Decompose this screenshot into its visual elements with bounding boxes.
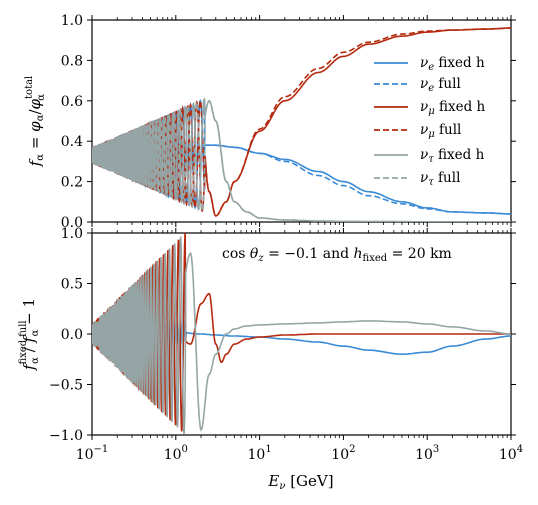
top-plot-frame xyxy=(91,19,512,223)
legend-label-numu-fixed: νμ fixed h xyxy=(420,99,486,117)
legend-label-nue-fixed: νe fixed h xyxy=(420,55,485,73)
series-line-top-5 xyxy=(92,99,511,222)
legend-label-nutau-full: ντ full xyxy=(420,170,460,188)
top-panel: 0.0 0.2 0.4 0.6 0.8 1.0 fα = φα/φtotalα νe fi… xyxy=(24,13,516,231)
series-line-bottom-2 xyxy=(92,235,511,434)
top-y-axis-label: fα = φα/φtotalα xyxy=(24,76,47,168)
y-tick-label-bottom-2: 0.0 xyxy=(61,327,83,343)
legend-label-numu-full: νμ full xyxy=(420,122,461,140)
x-tick-label-5: 104 xyxy=(499,444,523,463)
y-tick-label-top-2: 0.4 xyxy=(61,134,83,150)
bottom-ticks: −1.0 −0.5 0.0 0.5 1.0 10−1 100 101 102 103 104 xyxy=(49,226,523,463)
y-tick-label-top-4: 0.8 xyxy=(61,53,83,69)
x-tick-label-1: 100 xyxy=(164,444,188,463)
x-tick-label-3: 102 xyxy=(331,444,355,463)
y-tick-label-top-1: 0.2 xyxy=(61,175,83,191)
bottom-series xyxy=(92,233,511,434)
bottom-y-axis-label: ffixedα / ffullα − 1 xyxy=(18,298,41,371)
x-axis-label: Eν [GeV] xyxy=(267,472,333,492)
x-tick-label-2: 101 xyxy=(247,444,271,463)
legend-label-nue-full: νe full xyxy=(420,76,461,94)
y-tick-label-top-0: 0.0 xyxy=(61,215,83,231)
x-tick-label-4: 103 xyxy=(415,444,439,463)
top-series xyxy=(92,27,511,222)
bottom-panel: −1.0 −0.5 0.0 0.5 1.0 10−1 100 101 102 103 104 ffi… xyxy=(18,226,523,492)
y-tick-label-bottom-4: 1.0 xyxy=(61,226,83,242)
top-ticks: 0.0 0.2 0.4 0.6 0.8 1.0 xyxy=(61,13,516,231)
x-tick-label-0: 10−1 xyxy=(76,444,109,463)
y-tick-label-bottom-0: −1.0 xyxy=(49,428,83,444)
y-tick-label-bottom-3: 0.5 xyxy=(61,277,83,293)
y-tick-label-top-5: 1.0 xyxy=(61,13,83,29)
annotation: cos θz = −0.1 and hfixed = 20 km xyxy=(222,246,452,264)
y-tick-label-top-3: 0.6 xyxy=(61,94,83,110)
legend-label-nutau-fixed: ντ fixed h xyxy=(420,147,485,165)
legend: νe fixed h νe full νμ fixed h νμ full ντ… xyxy=(374,55,486,188)
y-tick-label-bottom-1: −0.5 xyxy=(49,378,83,394)
